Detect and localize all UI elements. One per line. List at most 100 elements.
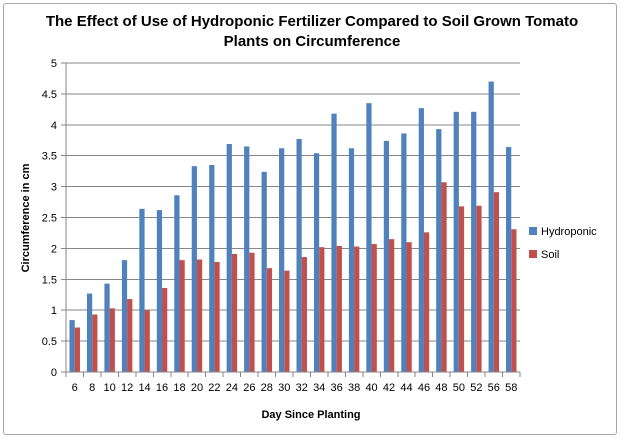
bar-soil-44 xyxy=(406,242,412,372)
y-tick-label: 4 xyxy=(51,120,57,132)
bar-hydroponic-42 xyxy=(383,140,390,372)
bar-soil-12 xyxy=(127,299,133,372)
x-tick-label: 28 xyxy=(261,382,273,394)
x-tick-label: 48 xyxy=(435,382,447,394)
bar-soil-14 xyxy=(144,310,150,372)
x-axis-label: Day Since Planting xyxy=(261,409,360,421)
x-tick-label: 14 xyxy=(138,382,150,394)
y-tick-label: 1 xyxy=(51,305,57,317)
y-tick-labels: 0 0.5 1 1.5 2 2.5 3 3.5 4 4.5 5 xyxy=(42,58,66,379)
y-tick-label: 2 xyxy=(51,243,57,255)
x-tick-label: 52 xyxy=(470,382,482,394)
bar-soil-50 xyxy=(458,206,465,372)
bar-hydroponic-20 xyxy=(191,166,197,372)
bar-soil-42 xyxy=(389,239,395,372)
bar-soil-18 xyxy=(179,260,185,372)
legend-swatch-hydroponic xyxy=(529,227,537,235)
legend-label-soil: Soil xyxy=(541,249,559,261)
bar-hydroponic-44 xyxy=(401,133,407,372)
x-tick-label: 16 xyxy=(156,382,168,394)
bar-hydroponic-8 xyxy=(86,293,93,372)
x-tick-label: 32 xyxy=(296,382,308,394)
x-tick-label: 42 xyxy=(383,382,395,394)
bar-hydroponic-30 xyxy=(279,148,285,372)
bar-soil-28 xyxy=(266,268,273,372)
bar-soil-38 xyxy=(354,246,360,372)
bar-hydroponic-40 xyxy=(366,103,372,373)
bar-hydroponic-26 xyxy=(244,146,250,372)
gridlines xyxy=(66,62,520,373)
x-tick-label: 46 xyxy=(418,382,430,394)
y-tick-label: 4.5 xyxy=(42,89,57,101)
bar-soil-58 xyxy=(511,229,517,372)
x-tick-label: 24 xyxy=(226,382,238,394)
x-tick-label: 40 xyxy=(365,382,377,394)
bar-hydroponic-38 xyxy=(348,148,355,372)
bar-hydroponic-56 xyxy=(488,81,494,372)
x-tick-label: 50 xyxy=(453,382,465,394)
bar-soil-32 xyxy=(301,257,307,372)
x-tick-label: 44 xyxy=(400,382,412,394)
bar-hydroponic-6 xyxy=(69,320,75,372)
legend: Hydroponic Soil xyxy=(529,226,597,261)
y-tick-label: 2.5 xyxy=(42,213,57,225)
x-tick-labels: 6 8 10 12 14 16 18 20 22 24 26 28 30 32 34 36 38 40 42 44 46… xyxy=(65,372,521,394)
bar-soil-30 xyxy=(284,270,290,372)
bar-hydroponic-36 xyxy=(331,113,337,373)
x-tick-label: 12 xyxy=(121,382,133,394)
bar-soil-40 xyxy=(371,244,377,372)
bar-hydroponic-52 xyxy=(471,111,477,373)
y-tick-label: 5 xyxy=(51,58,57,70)
bar-hydroponic-12 xyxy=(121,260,128,372)
y-tick-label: 1.5 xyxy=(42,274,57,286)
x-tick-label: 8 xyxy=(89,382,95,394)
x-tick-label: 58 xyxy=(505,382,517,394)
legend-swatch-soil xyxy=(529,250,537,258)
bar-soil-48 xyxy=(441,182,447,372)
bar-soil-8 xyxy=(92,314,98,372)
x-tick-label: 38 xyxy=(348,382,360,394)
bar-hydroponic-50 xyxy=(453,111,459,373)
bars xyxy=(69,81,517,373)
x-tick-label: 22 xyxy=(208,382,220,394)
bar-soil-10 xyxy=(109,308,115,372)
x-tick-label: 34 xyxy=(313,382,325,394)
bar-soil-24 xyxy=(231,253,238,372)
bar-hydroponic-18 xyxy=(174,195,180,372)
bar-soil-26 xyxy=(249,252,255,372)
bar-hydroponic-22 xyxy=(209,164,215,372)
x-tick-label: 56 xyxy=(488,382,500,394)
bar-soil-6 xyxy=(74,327,80,372)
bar-hydroponic-14 xyxy=(139,208,145,372)
x-tick-label: 20 xyxy=(191,382,203,394)
x-tick-label: 30 xyxy=(278,382,290,394)
bar-hydroponic-48 xyxy=(436,129,442,372)
x-tick-label: 26 xyxy=(243,382,255,394)
bar-soil-46 xyxy=(423,232,430,372)
bar-soil-56 xyxy=(493,192,500,372)
bar-soil-34 xyxy=(319,247,325,372)
y-tick-label: 3 xyxy=(51,182,57,194)
x-tick-label: 36 xyxy=(331,382,343,394)
y-tick-label: 0.5 xyxy=(42,336,57,348)
bar-soil-22 xyxy=(214,261,220,372)
bar-soil-52 xyxy=(476,205,482,372)
x-tick-label: 18 xyxy=(173,382,185,394)
bar-soil-36 xyxy=(336,245,342,372)
bar-hydroponic-16 xyxy=(156,210,163,372)
chart-title-line-1: The Effect of Use of Hydroponic Fertiliz… xyxy=(46,13,578,30)
bar-hydroponic-46 xyxy=(418,108,424,372)
y-axis-label: Circumference in cm xyxy=(20,163,32,272)
bar-hydroponic-10 xyxy=(104,283,110,372)
y-tick-label: 0 xyxy=(51,367,57,379)
bar-hydroponic-34 xyxy=(313,153,320,372)
bar-hydroponic-28 xyxy=(261,171,267,372)
x-tick-label: 10 xyxy=(104,382,116,394)
bar-hydroponic-58 xyxy=(506,147,512,372)
bar-hydroponic-32 xyxy=(296,139,302,372)
legend-label-hydroponic: Hydroponic xyxy=(541,226,597,238)
chart-title-line-2: Plants on Circumference xyxy=(224,33,401,50)
bar-soil-16 xyxy=(162,287,168,372)
y-tick-label: 3.5 xyxy=(42,151,57,163)
